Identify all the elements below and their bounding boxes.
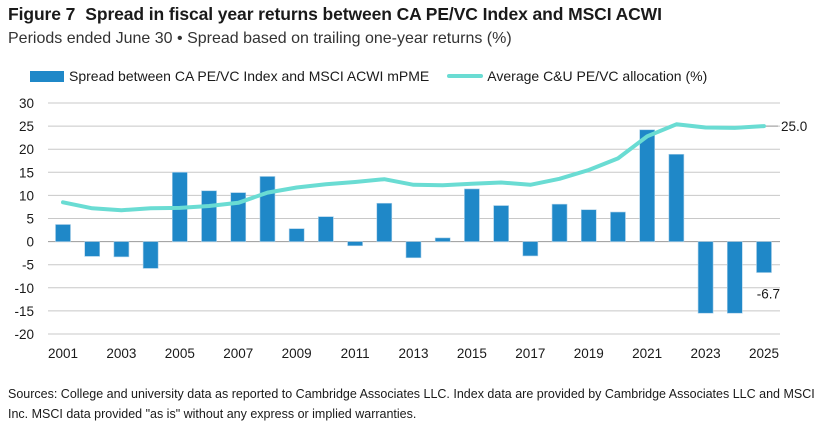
legend: Spread between CA PE/VC Index and MSCI A… [30,68,725,84]
x-tick-label: 2015 [457,346,487,361]
bar [756,241,772,273]
bar [288,228,305,242]
bar [259,176,276,242]
bar-swatch-icon [30,70,64,82]
y-tick-label: -20 [14,327,34,342]
bar [580,209,597,242]
bar [405,241,422,259]
bar [434,237,451,242]
bar [318,216,334,242]
legend-item-spread: Spread between CA PE/VC Index and MSCI A… [30,68,429,84]
figure-title: Spread in fiscal year returns between CA… [85,4,662,24]
line-series [61,122,766,213]
y-tick-label: -5 [22,258,34,273]
x-tick-label: 2005 [165,346,195,361]
x-axis-ticks: 2001 2003 2005 2007 2009 2011 2013 2015 2017 2019… [48,346,779,361]
bar [493,205,509,242]
y-tick-label: -10 [14,281,34,296]
chart-subtitle: Periods ended June 30 • Spread based on … [8,30,512,47]
y-tick-label: 5 [26,212,34,227]
bar-series [55,129,772,314]
chart-title: Figure 7 Spread in fiscal year returns be… [8,4,662,25]
sources-note: Sources: College and university data as … [8,387,815,421]
x-tick-label: 2017 [515,346,545,361]
x-tick-label: 2013 [398,346,428,361]
bar [347,241,363,247]
x-tick-label: 2011 [341,346,370,361]
legend-item-allocation: Average C&U PE/VC allocation (%) [447,68,707,84]
y-tick-label: 20 [19,142,34,157]
x-tick-label: 2009 [282,346,312,361]
y-tick-label: 0 [26,235,34,250]
legend-label-allocation: Average C&U PE/VC allocation (%) [487,68,708,84]
x-tick-label: 2023 [691,346,721,361]
line-end-label: 25.0 [781,119,807,134]
y-tick-label: -15 [14,304,34,319]
gridlines [48,102,780,335]
y-tick-label: 15 [19,165,34,180]
x-tick-label: 2019 [574,346,604,361]
bar [201,190,217,242]
bar [113,241,130,258]
legend-label-spread: Spread between CA PE/VC Index and MSCI A… [69,68,430,84]
bar [522,241,539,257]
y-tick-label: 25 [19,119,34,134]
x-tick-label: 2003 [106,346,136,361]
x-tick-label: 2007 [223,346,253,361]
allocation-line [61,122,766,213]
bar [55,224,71,242]
bar [697,241,714,314]
figure-label: Figure 7 [8,4,76,24]
bar [668,153,685,242]
bar [142,241,159,269]
x-tick-label: 2025 [749,346,779,361]
y-tick-label: 10 [19,188,34,203]
bar [610,211,626,242]
bar [84,241,101,257]
bar [551,203,568,242]
bar [726,241,743,314]
x-tick-label: 2021 [632,346,662,361]
y-axis-ticks: 30 25 20 15 10 5 0 -5 -10 -15 -20 [14,96,34,342]
x-tick-label: 2001 [48,346,78,361]
bar [639,129,655,242]
bar [464,188,480,242]
y-tick-label: 30 [19,96,34,111]
line-swatch-icon [447,74,484,78]
bar [376,202,393,242]
annotations: 25.0 -6.7 [757,119,808,301]
bar-end-label: -6.7 [757,287,780,302]
